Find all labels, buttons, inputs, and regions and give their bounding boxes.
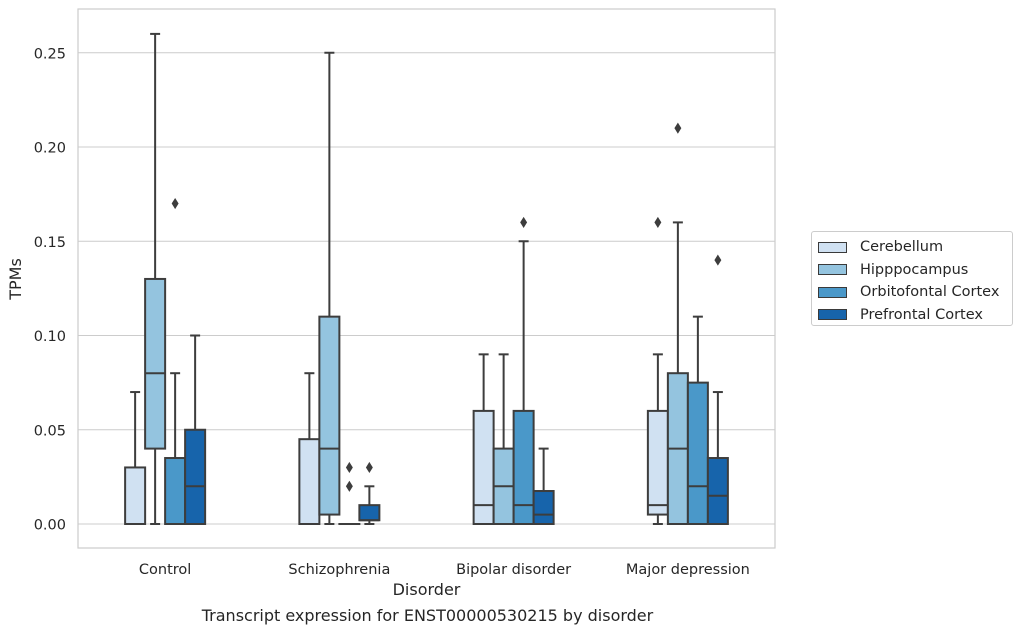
outlier-point bbox=[520, 216, 528, 228]
x-tick-label: Major depression bbox=[626, 562, 750, 578]
legend-swatch bbox=[818, 309, 847, 321]
iqr-box bbox=[512, 409, 535, 525]
legend-item: Orbitofontal Cortex bbox=[818, 281, 1012, 304]
iqr-box bbox=[124, 466, 147, 526]
iqr-box bbox=[358, 504, 381, 522]
outlier-point bbox=[714, 254, 722, 266]
figure-caption: Transcript expression for ENST0000053021… bbox=[201, 606, 654, 625]
legend-label: Prefrontal Cortex bbox=[860, 306, 983, 323]
x-tick-label: Bipolar disorder bbox=[456, 562, 571, 578]
outlier-point bbox=[345, 480, 353, 492]
outlier-point bbox=[654, 216, 662, 228]
legend-item: Prefrontal Cortex bbox=[818, 304, 1012, 327]
box-3-1 bbox=[666, 122, 689, 526]
legend-swatch bbox=[818, 241, 847, 253]
outlier-point bbox=[171, 197, 179, 210]
y-tick-label: 0.05 bbox=[34, 423, 66, 439]
y-tick-label: 0.00 bbox=[34, 518, 66, 534]
outlier-point bbox=[674, 122, 682, 134]
iqr-box bbox=[686, 381, 709, 525]
y-tick-label: 0.10 bbox=[34, 329, 66, 345]
box-1-1 bbox=[318, 51, 341, 525]
box-3-3 bbox=[706, 254, 729, 525]
iqr-box bbox=[164, 457, 187, 525]
box-0-0 bbox=[124, 391, 147, 526]
plot-frame bbox=[77, 8, 776, 549]
iqr-box bbox=[646, 409, 669, 516]
box-0-2 bbox=[164, 197, 187, 525]
legend-label: Orbitofontal Cortex bbox=[860, 284, 1000, 301]
box-2-0 bbox=[472, 353, 495, 525]
outlier-point bbox=[345, 461, 353, 474]
box-1-2 bbox=[338, 461, 361, 526]
legend-swatch bbox=[818, 286, 847, 298]
box-2-3 bbox=[532, 447, 555, 526]
box-0-3 bbox=[184, 334, 207, 525]
y-tick-label: 0.20 bbox=[34, 141, 66, 157]
legend-item: Hipppocampus bbox=[818, 259, 1012, 282]
y-tick-label: 0.25 bbox=[34, 46, 66, 62]
x-axis-label: Disorder bbox=[393, 580, 461, 599]
box-1-0 bbox=[298, 372, 321, 525]
legend: Cerebellum Hipppocampus Orbitofontal Corte… bbox=[811, 231, 1013, 326]
legend-label: Hipppocampus bbox=[860, 261, 969, 278]
iqr-box bbox=[472, 409, 495, 525]
outlier-point bbox=[365, 461, 373, 474]
box-2-2 bbox=[512, 216, 535, 525]
iqr-box bbox=[318, 315, 341, 516]
legend-item: Cerebellum bbox=[818, 236, 1012, 259]
legend-label: Cerebellum bbox=[860, 239, 944, 256]
x-tick-label: Schizophrenia bbox=[288, 562, 390, 578]
iqr-box bbox=[144, 277, 167, 450]
iqr-box bbox=[184, 428, 207, 525]
x-tick-labels: Control Schizophrenia Bipolar disorder Majo… bbox=[139, 562, 750, 578]
x-tick-label: Control bbox=[139, 562, 191, 578]
boxes bbox=[124, 32, 729, 526]
box-3-0 bbox=[646, 216, 669, 525]
box-1-3 bbox=[358, 461, 381, 525]
iqr-box bbox=[706, 457, 729, 525]
iqr-box bbox=[298, 438, 321, 525]
legend-swatch bbox=[818, 264, 847, 276]
y-axis-label: TPMs bbox=[6, 258, 25, 301]
y-tick-label: 0.15 bbox=[34, 235, 66, 251]
box-2-1 bbox=[492, 353, 515, 526]
box-0-1 bbox=[144, 32, 167, 525]
iqr-box bbox=[532, 490, 555, 526]
y-tick-labels: 0.00 0.05 0.10 0.15 0.20 0.25 bbox=[34, 46, 66, 533]
box-3-2 bbox=[686, 315, 709, 525]
